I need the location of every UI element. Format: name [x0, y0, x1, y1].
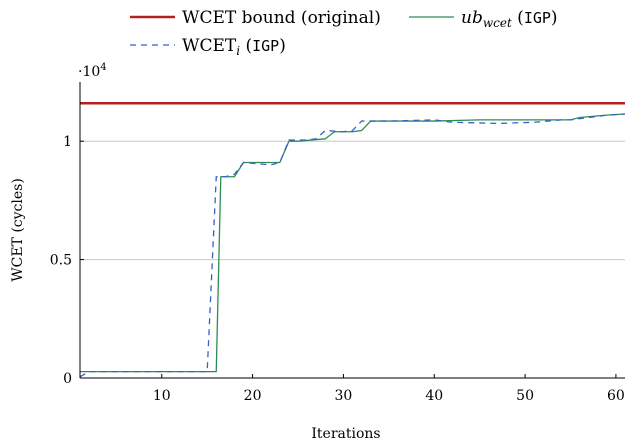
legend-label-wcet-i: WCETi (IGP)	[182, 36, 286, 58]
legend-label-ub: ubwcet (IGP)	[461, 8, 558, 30]
y-scale-factor: ·104	[78, 62, 107, 80]
gridlines	[80, 140, 625, 261]
x-tick-label: 20	[244, 388, 262, 404]
series-lines	[79, 102, 625, 378]
x-axis-title: Iterations	[311, 426, 380, 442]
legend: WCET bound (original) ubwcet (IGP) WCETi…	[130, 8, 558, 58]
x-tick-label: 60	[607, 388, 625, 404]
axes	[79, 82, 625, 379]
y-tick-label: 0.5	[50, 253, 72, 269]
legend-label-bound: WCET bound (original)	[182, 8, 381, 28]
x-tick-label: 50	[516, 388, 534, 404]
tick-labels: 0 0.5 1 10 20 30 40 50 60	[50, 134, 625, 404]
series-line-ub	[80, 113, 625, 373]
series-line-wcet_i	[79, 113, 625, 378]
y-axis-title: WCET (cycles)	[10, 178, 26, 282]
x-tick-label: 30	[335, 388, 353, 404]
x-tick-label: 40	[425, 388, 443, 404]
y-tick-label: 1	[63, 134, 72, 150]
y-tick-label: 0	[63, 371, 72, 387]
x-tick-label: 10	[153, 388, 171, 404]
